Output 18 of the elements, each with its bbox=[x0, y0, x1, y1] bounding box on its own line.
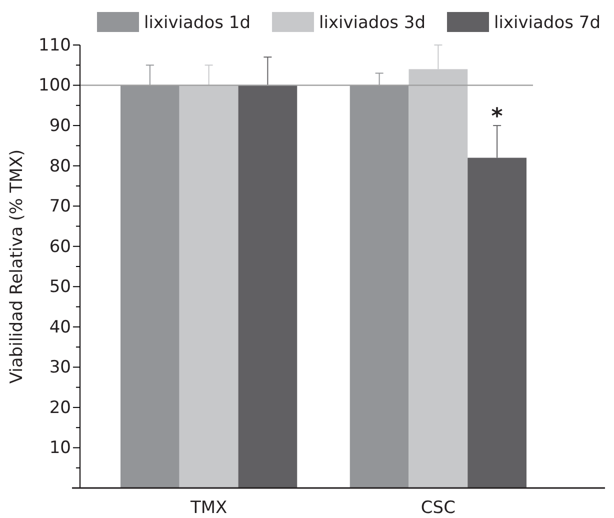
y-tick-label: 110 bbox=[38, 35, 71, 56]
y-tick-label: 90 bbox=[49, 116, 71, 136]
legend-label: lixiviados 7d bbox=[494, 13, 600, 33]
y-tick-label: 50 bbox=[49, 277, 71, 298]
y-tick-label: 80 bbox=[49, 156, 71, 176]
y-tick-label: 60 bbox=[49, 236, 71, 257]
x-tick-label: TMX bbox=[189, 498, 228, 518]
legend-label: lixiviados 3d bbox=[319, 13, 426, 33]
y-tick-label: 30 bbox=[49, 358, 71, 378]
y-tick-label: 10 bbox=[49, 438, 71, 458]
legend-label: lixiviados 1d bbox=[144, 13, 250, 33]
y-tick-label: 40 bbox=[49, 317, 71, 338]
y-tick-label: 20 bbox=[49, 398, 71, 418]
annotation: * bbox=[491, 104, 504, 130]
y-axis-title: Viabilidad Relativa (% TMX) bbox=[7, 149, 27, 384]
y-tick-label: 100 bbox=[38, 76, 71, 96]
x-tick-label: CSC bbox=[420, 498, 456, 518]
y-tick-label: 70 bbox=[49, 196, 71, 217]
